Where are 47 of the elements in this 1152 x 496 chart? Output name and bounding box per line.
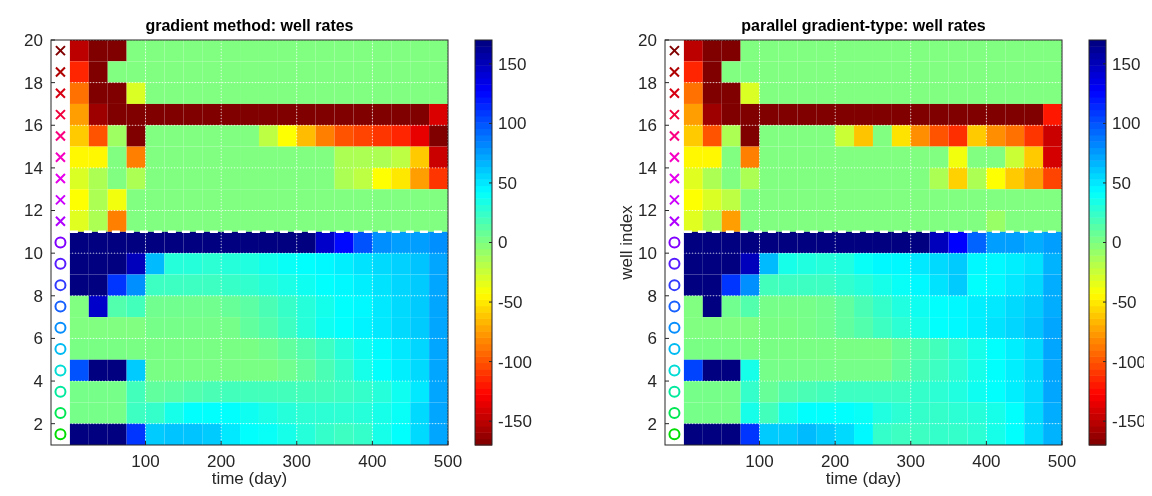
- y-tick-label: 16: [638, 116, 657, 136]
- color-bar-label: -100: [498, 352, 533, 372]
- x-tick-label: 300: [282, 452, 311, 471]
- y-tick-label: 2: [647, 414, 657, 434]
- x-tick-label: 400: [358, 452, 387, 471]
- y-tick-label: 12: [638, 201, 657, 221]
- color-bar-label: -50: [498, 293, 523, 313]
- y-tick-label: 18: [638, 73, 657, 93]
- color-bar-label: -150: [498, 412, 533, 432]
- y-tick-label: 2: [33, 414, 43, 434]
- y-tick-label: 18: [24, 73, 43, 93]
- color-bar-label: 0: [1112, 233, 1122, 253]
- color-bar-label: 150: [1112, 54, 1141, 74]
- color-bar-label: 100: [498, 114, 527, 134]
- y-tick-label: 14: [24, 158, 43, 178]
- y-tick-label: 6: [33, 329, 43, 349]
- x-tick-label: 100: [131, 452, 160, 471]
- y-tick-label: 10: [638, 244, 657, 264]
- color-bar-label: 0: [498, 233, 508, 253]
- y-tick-label: 10: [24, 244, 43, 264]
- chart-title: parallel gradient-type: well rates: [741, 17, 986, 34]
- y-tick-label: 8: [33, 286, 43, 306]
- x-tick-label: 300: [896, 452, 925, 471]
- color-bar-label: -50: [1112, 293, 1137, 313]
- y-tick-label: 20: [24, 30, 43, 50]
- y-axis-title: well index: [617, 204, 636, 281]
- y-tick-label: 12: [24, 201, 43, 221]
- y-tick-label: 4: [33, 372, 43, 391]
- y-tick-label: 20: [638, 30, 657, 50]
- x-axis-title: time (day): [825, 469, 902, 488]
- chart-title: gradient method: well rates: [145, 17, 354, 34]
- color-bar-label: 50: [498, 173, 517, 193]
- y-tick-label: 4: [647, 372, 657, 391]
- y-tick-label: 14: [638, 158, 657, 178]
- y-tick-label: 8: [647, 286, 657, 306]
- x-tick-label: 200: [820, 452, 850, 471]
- color-bar-label: 150: [498, 54, 527, 74]
- x-tick-label: 200: [206, 452, 236, 471]
- y-tick-label: 6: [647, 329, 657, 349]
- x-tick-label: 400: [972, 452, 1001, 471]
- y-tick-label: 16: [24, 116, 43, 136]
- x-tick-label: 500: [1047, 452, 1077, 471]
- x-tick-label: 500: [433, 452, 463, 471]
- x-axis-title: time (day): [211, 469, 288, 488]
- color-bar-label: 100: [1112, 114, 1141, 134]
- color-bar-label: 50: [1112, 173, 1131, 193]
- x-tick-label: 100: [745, 452, 774, 471]
